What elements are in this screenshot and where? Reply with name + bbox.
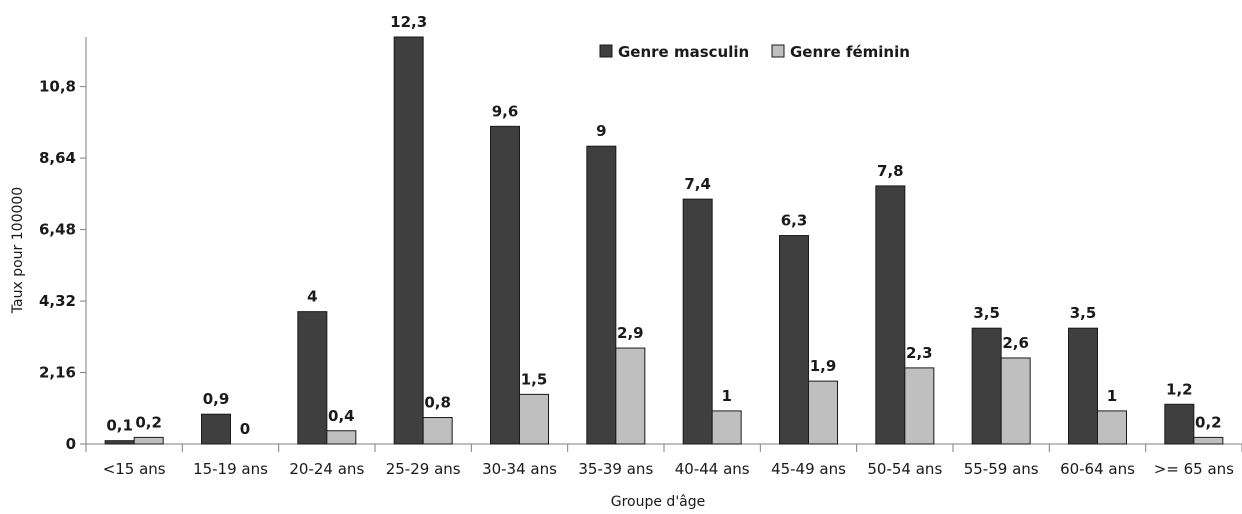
x-tick-label: 45-49 ans bbox=[771, 460, 846, 478]
bar-feminin bbox=[808, 380, 838, 445]
bar-feminin bbox=[615, 347, 646, 445]
bar-masculin bbox=[1164, 403, 1195, 445]
x-tick-label: 20-24 ans bbox=[289, 460, 364, 478]
bar-feminin bbox=[422, 417, 453, 445]
data-label: 7,8 bbox=[877, 162, 904, 180]
bar-masculin bbox=[393, 36, 424, 445]
data-label: 1,9 bbox=[810, 357, 837, 375]
y-tick-label: 4,32 bbox=[39, 292, 76, 310]
y-tick-label: 8,64 bbox=[39, 149, 76, 167]
data-label: 0,8 bbox=[424, 394, 451, 412]
data-label: 7,4 bbox=[684, 175, 711, 193]
x-tick-label: 35-39 ans bbox=[578, 460, 653, 478]
bar-masculin bbox=[104, 440, 135, 445]
x-tick-label: 15-19 ans bbox=[193, 460, 268, 478]
data-label: 0,2 bbox=[1195, 413, 1222, 431]
data-label: 9 bbox=[596, 122, 606, 140]
y-tick-label: 0 bbox=[66, 435, 76, 453]
bar-feminin bbox=[1193, 436, 1224, 445]
bar-masculin bbox=[490, 125, 520, 445]
bar-masculin bbox=[1068, 327, 1098, 445]
x-tick-label: 55-59 ans bbox=[964, 460, 1039, 478]
legend-label: Genre féminin bbox=[790, 43, 910, 61]
data-label: 0,4 bbox=[328, 407, 355, 425]
bar-masculin bbox=[297, 311, 328, 445]
legend-swatch bbox=[771, 44, 785, 58]
data-label: 9,6 bbox=[492, 102, 519, 120]
bar-masculin bbox=[971, 327, 1002, 445]
data-label: 0 bbox=[240, 420, 250, 438]
bar-masculin bbox=[586, 145, 617, 445]
data-label: 0,9 bbox=[203, 390, 230, 408]
data-label: 3,5 bbox=[1070, 304, 1097, 322]
y-axis-title: Taux pour 100000 bbox=[10, 187, 26, 314]
data-label: 0,2 bbox=[135, 413, 162, 431]
y-tick-label: 6,48 bbox=[39, 221, 76, 239]
y-tick-label: 10,8 bbox=[39, 78, 76, 96]
bar-feminin bbox=[904, 367, 935, 445]
bar-feminin bbox=[326, 430, 357, 445]
data-label: 3,5 bbox=[973, 304, 1000, 322]
x-axis-title: Groupe d'âge bbox=[611, 494, 706, 510]
bar-feminin bbox=[1000, 357, 1031, 445]
data-label: 0,1 bbox=[106, 417, 133, 435]
data-label: 1 bbox=[721, 387, 731, 405]
data-label: 6,3 bbox=[781, 212, 808, 230]
x-tick-label: 50-54 ans bbox=[867, 460, 942, 478]
bar-masculin bbox=[682, 198, 713, 445]
data-label: 1,2 bbox=[1166, 380, 1193, 398]
bar-masculin bbox=[779, 235, 809, 445]
data-label: 12,3 bbox=[390, 13, 427, 31]
x-tick-label: 40-44 ans bbox=[675, 460, 750, 478]
data-label: 4 bbox=[307, 288, 317, 306]
data-label: 2,6 bbox=[1002, 334, 1029, 352]
x-tick-label: >= 65 ans bbox=[1154, 460, 1234, 478]
bar-masculin bbox=[201, 413, 231, 445]
bar-feminin bbox=[133, 436, 164, 445]
data-label: 1 bbox=[1107, 387, 1117, 405]
data-label: 2,9 bbox=[617, 324, 644, 342]
data-label: 2,3 bbox=[906, 344, 933, 362]
x-tick-label: 30-34 ans bbox=[482, 460, 557, 478]
legend-swatch bbox=[599, 44, 613, 58]
x-tick-label: 60-64 ans bbox=[1060, 460, 1135, 478]
y-tick-label: 2,16 bbox=[39, 364, 76, 382]
bar-masculin bbox=[875, 185, 906, 445]
x-tick-label: 25-29 ans bbox=[386, 460, 461, 478]
x-tick-label: <15 ans bbox=[103, 460, 166, 478]
bar-feminin bbox=[519, 393, 549, 445]
data-label: 1,5 bbox=[521, 370, 548, 388]
bar-feminin bbox=[1097, 410, 1127, 445]
legend-label: Genre masculin bbox=[618, 43, 749, 61]
bar-feminin bbox=[711, 410, 742, 445]
